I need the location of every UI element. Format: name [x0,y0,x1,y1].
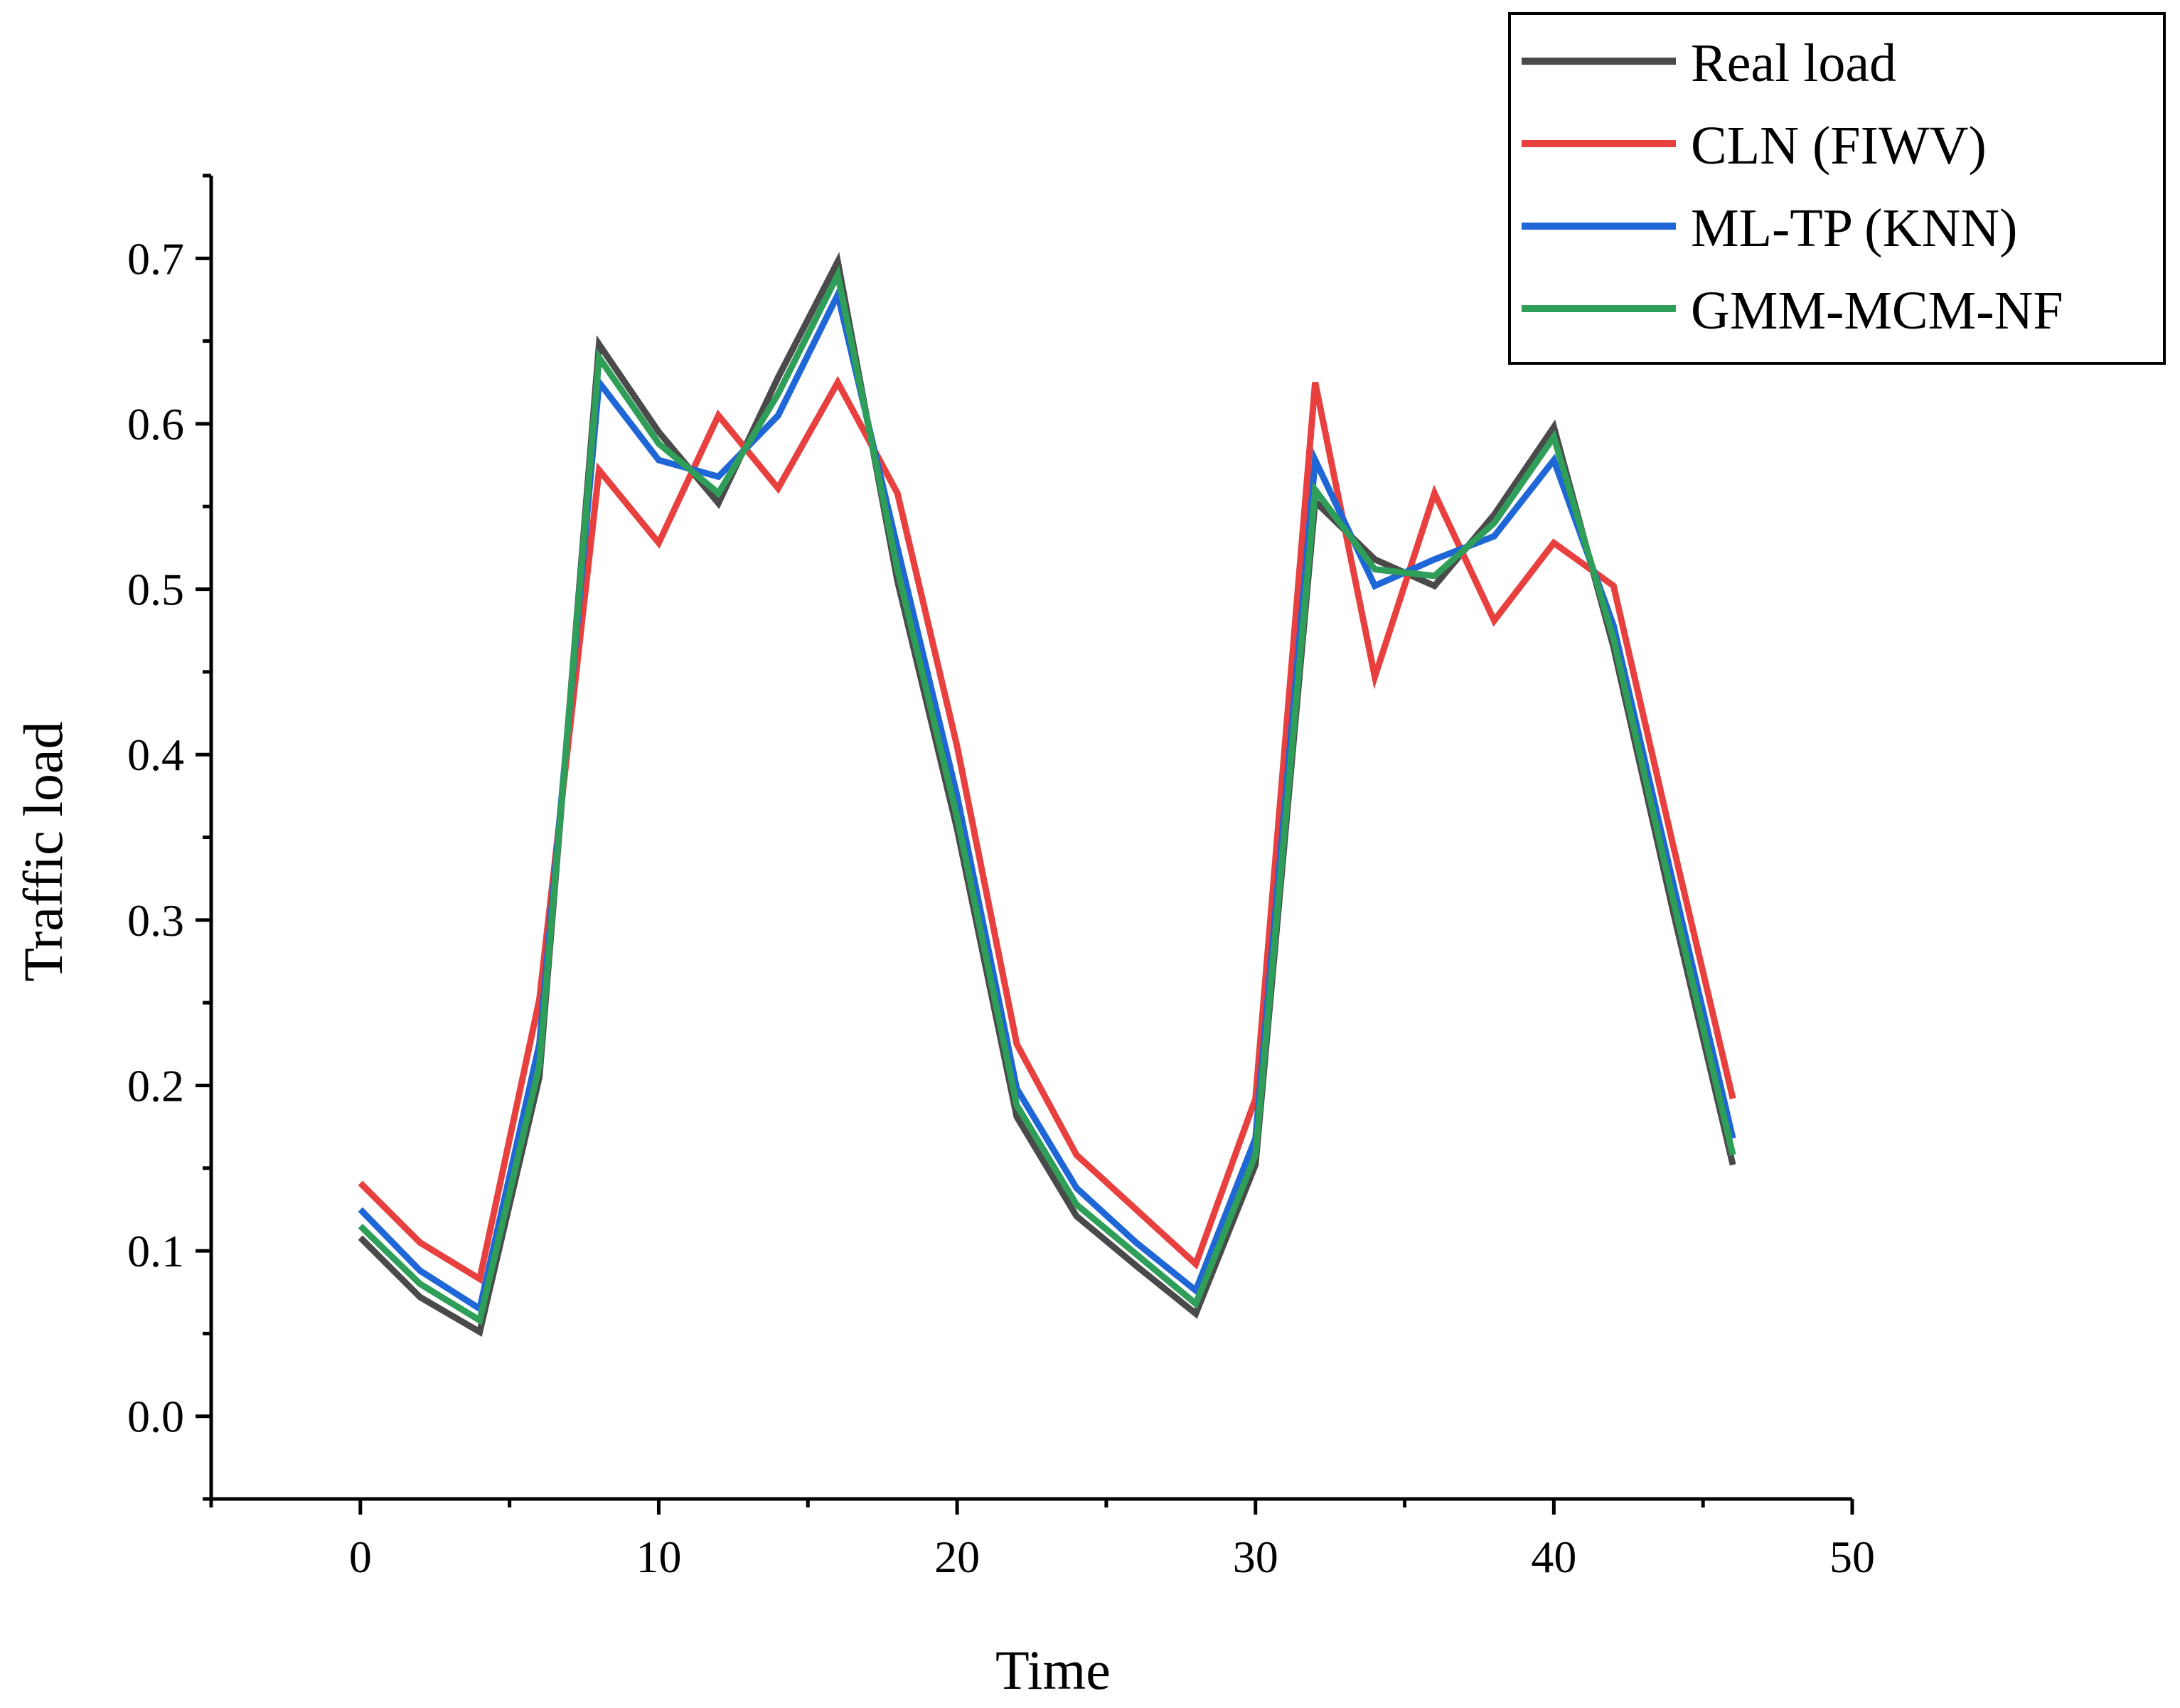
legend-label: GMM-MCM-NF [1691,281,2063,341]
y-tick-label: 0.2 [127,1060,184,1111]
x-tick-label: 10 [636,1532,681,1582]
y-tick-label: 0.0 [127,1392,184,1442]
legend-label: Real load [1691,33,1896,93]
x-tick-label: 20 [934,1532,980,1582]
legend-label: ML-TP (KNN) [1691,198,2017,258]
series-line-3 [358,265,1736,1325]
x-tick-label: 50 [1829,1532,1875,1582]
y-tick-label: 0.3 [127,895,184,946]
y-tick-label: 0.5 [127,565,184,615]
legend: Real load CLN (FIWV) ML-TP (KNN) GMM-MCM-NF [1508,12,2166,365]
x-tick-label: 30 [1233,1532,1278,1582]
x-tick-label: 0 [349,1532,372,1582]
legend-label: CLN (FIWV) [1691,116,1987,176]
series-group-3 [358,265,1736,1325]
axes: 0.0 0.1 0.2 0.3 0.4 0.5 0.6 0.7 0 10 20 30 40 50 [127,174,1875,1582]
y-tick-label: 0.7 [127,233,184,284]
y-tick-label: 0.1 [127,1226,184,1276]
series-lines [358,252,1736,1337]
y-tick-label: 0.6 [127,399,184,449]
x-axis-title: Time [995,1639,1111,1701]
y-axis-title: Traffic load [12,721,74,981]
series-group-1 [358,375,1736,1284]
x-tick-label: 40 [1531,1532,1576,1582]
series-line-1 [358,375,1736,1284]
y-tick-label: 0.4 [127,730,184,780]
